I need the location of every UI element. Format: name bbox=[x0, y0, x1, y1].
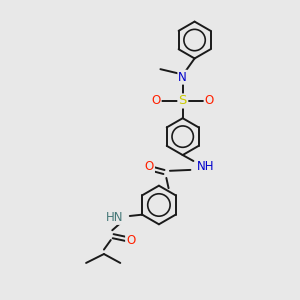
Text: HN: HN bbox=[106, 211, 123, 224]
Text: N: N bbox=[178, 71, 187, 84]
Text: O: O bbox=[205, 94, 214, 107]
Text: S: S bbox=[178, 94, 187, 107]
Text: O: O bbox=[151, 94, 160, 107]
Text: NH: NH bbox=[197, 160, 214, 173]
Text: O: O bbox=[126, 234, 135, 247]
Text: O: O bbox=[145, 160, 154, 173]
